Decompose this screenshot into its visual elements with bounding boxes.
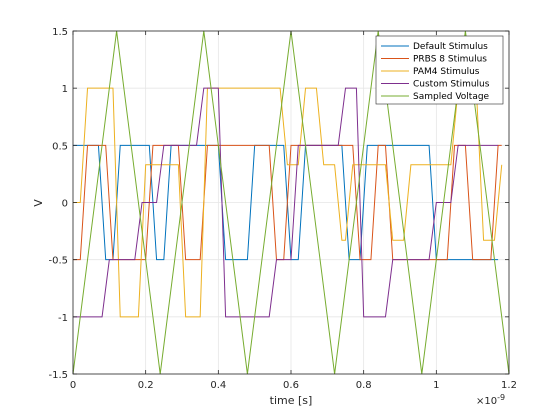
y-tick-label: -0.5 xyxy=(48,256,68,267)
y-tick-label: 0.5 xyxy=(52,141,68,152)
y-tick-label: -1.5 xyxy=(48,370,68,381)
legend-label-custom-stimulus: Custom Stimulus xyxy=(413,80,490,90)
y-axis-label: V xyxy=(32,199,45,207)
x-tick-label: 0.2 xyxy=(138,380,154,391)
series-line-pam4-stimulus xyxy=(73,87,503,318)
x-tick-label: 1 xyxy=(433,380,439,391)
legend-label-default-stimulus: Default Stimulus xyxy=(413,42,488,52)
legend-label-pam4-stimulus: PAM4 Stimulus xyxy=(413,67,480,77)
x-tick-label: 1.2 xyxy=(501,380,517,391)
legend-box xyxy=(375,35,504,105)
x-tick-label: 0.6 xyxy=(283,380,299,391)
y-tick-label: 1 xyxy=(62,84,68,95)
x-exponent-base: ×10 xyxy=(476,396,497,407)
axis-tick-labels: 0 0.2 0.4 0.6 0.8 1 1.2 -1.5 -1 -0.5 0 0.5 1 1.5 xyxy=(48,27,516,391)
legend-label-sampled-voltage: Sampled Voltage xyxy=(413,92,490,102)
x-tick-label: 0.8 xyxy=(356,380,372,391)
legend: Default Stimulus PRBS 8 Stimulus PAM4 Stim… xyxy=(375,35,504,105)
axis-ticks xyxy=(72,30,510,375)
y-tick-label: 0 xyxy=(62,199,68,210)
y-tick-label: -1 xyxy=(58,313,68,324)
legend-label-prbs-8-stimulus: PRBS 8 Stimulus xyxy=(413,55,487,65)
x-tick-label: 0.4 xyxy=(210,380,226,391)
x-axis-label: time [s] xyxy=(270,394,313,407)
x-exponent-label: ×10-9 xyxy=(476,393,505,407)
x-tick-label: 0 xyxy=(70,380,76,391)
y-tick-label: 1.5 xyxy=(52,27,68,38)
x-exponent-power: -9 xyxy=(497,393,505,402)
